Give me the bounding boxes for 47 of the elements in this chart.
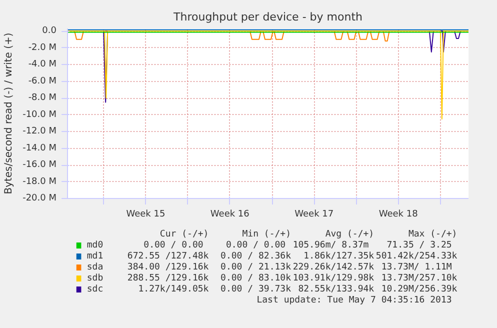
text: 229.26k/142.57k — [292, 262, 375, 272]
legend-label: sdc — [86, 284, 104, 294]
y-tick-label: -2.0 M — [28, 42, 56, 53]
y-tick-label: -18.0 M — [22, 176, 57, 187]
text: 1.86k/127.35k — [304, 252, 375, 262]
text: Cur (-/+) — [160, 230, 209, 240]
text: Min (-/+) — [242, 230, 292, 240]
chart-title: Throughput per device - by month — [172, 10, 362, 24]
text: 82.55k/133.94k — [298, 284, 375, 294]
text: 103.91k/129.98k — [292, 274, 375, 284]
text: 0.00 / 21.13k — [220, 262, 292, 272]
legend-label: sdb — [86, 274, 104, 284]
text: Avg (-/+) — [325, 230, 374, 240]
text: 0.00 / 83.10k — [220, 274, 292, 284]
y-tick-label: -4.0 M — [28, 60, 56, 70]
y-tick-label: -16.0 M — [22, 160, 57, 170]
text: 0.00 / 39.73k — [220, 284, 292, 294]
y-tick-label: -14.0 M — [22, 143, 57, 154]
y-tick-label: -20.0 M — [22, 194, 57, 204]
text: 105.96m/ 8.37m — [292, 240, 369, 250]
text: 672.55 /127.48k — [127, 252, 210, 262]
text: 13.73M/257.10k — [381, 274, 458, 284]
y-tick-label: 0.0 — [42, 26, 57, 36]
legend-label: sda — [86, 262, 104, 272]
x-tick-label: Week 18 — [378, 210, 418, 220]
text: 10.29M/256.39k — [381, 284, 458, 294]
text: 71.35 / 3.25 — [386, 240, 452, 250]
text: 384.00 /129.16k — [127, 262, 210, 272]
text: 0.00 / 0.00 — [144, 240, 204, 250]
legend-label: md0 — [86, 240, 104, 250]
text: 288.55 /129.16k — [127, 274, 210, 284]
text: 0.00 / 82.36k — [220, 252, 292, 262]
text: 13.73M/ 1.11M — [381, 262, 452, 272]
y-axis-title: Bytes/second read (-) / write (+) — [4, 32, 15, 194]
legend-label: md1 — [86, 252, 104, 262]
text: 501.42k/254.33k — [376, 252, 458, 262]
text: Last update: Tue May 7 04:35:16 2013 — [256, 296, 452, 306]
x-tick-label: Week 15 — [126, 210, 166, 220]
y-tick-label: -8.0 M — [28, 93, 56, 104]
y-tick-label: -6.0 M — [28, 76, 56, 86]
text: 1.27k/149.05k — [138, 284, 210, 294]
y-tick-label: -10.0 M — [22, 110, 57, 120]
y-tick-label: -12.0 M — [22, 126, 57, 137]
text: 0.00 / 0.00 — [226, 240, 286, 250]
x-tick-label: Week 17 — [294, 210, 334, 220]
x-tick-label: Week 16 — [210, 210, 250, 220]
text: Max (-/+) — [408, 230, 458, 240]
